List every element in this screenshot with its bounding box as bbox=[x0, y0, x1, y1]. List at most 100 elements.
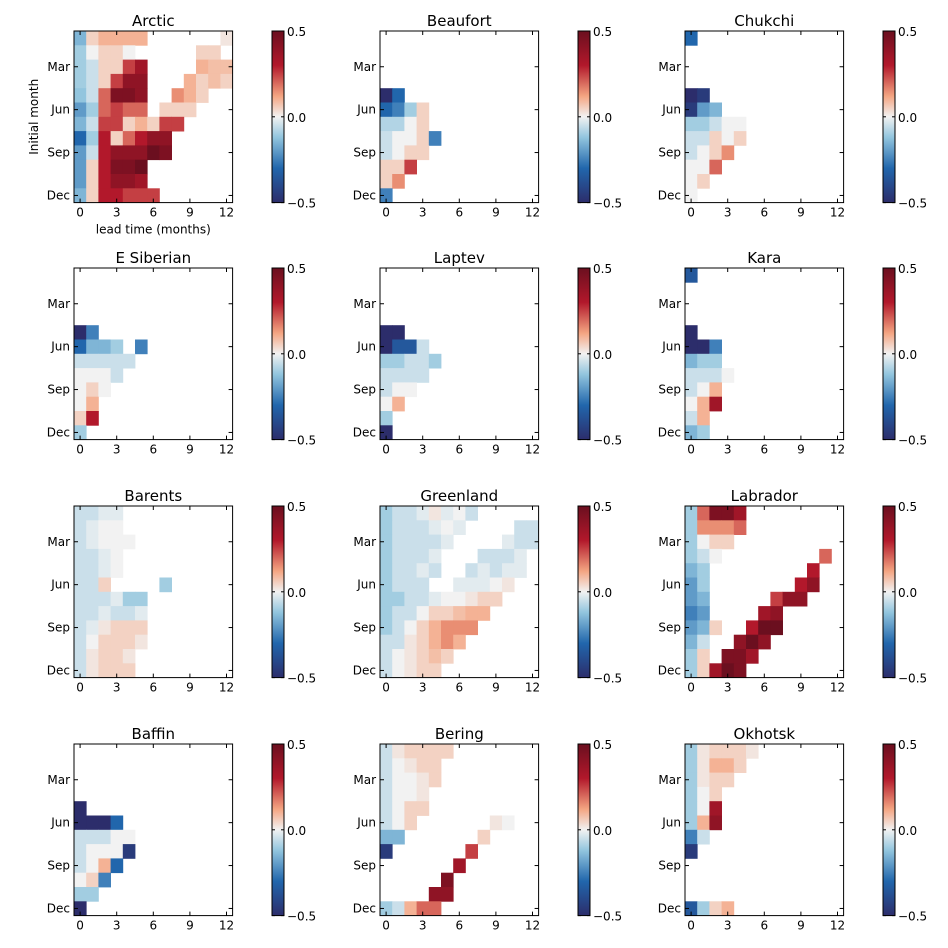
heatmap-cell bbox=[404, 368, 417, 383]
colorbar: 0.5 0.0 −0.5 bbox=[271, 25, 316, 211]
heatmap-cell bbox=[453, 506, 466, 521]
y-tick-label: Mar bbox=[47, 60, 70, 74]
heatmap-cell bbox=[110, 159, 124, 175]
panel-labrador: Labrador 0 3 6 9 12 Mar Jun Sep Dec 0.5 0.0 −0.5 bbox=[658, 487, 927, 695]
heatmap-cell bbox=[404, 758, 417, 773]
heatmap-cell bbox=[98, 174, 111, 189]
heatmap-cell bbox=[147, 116, 160, 132]
heatmap-cell bbox=[86, 59, 99, 75]
y-tick-label: Sep bbox=[353, 146, 376, 160]
heatmap-cell bbox=[709, 353, 722, 369]
heatmap-cell bbox=[502, 577, 515, 593]
heatmap-cell bbox=[709, 145, 722, 161]
heatmap-cell bbox=[441, 534, 454, 550]
heatmap-cell bbox=[74, 396, 87, 412]
heatmap-cell bbox=[86, 174, 99, 189]
y-tick-label: Sep bbox=[353, 621, 376, 635]
heatmap-cell bbox=[685, 520, 698, 535]
heatmap-cell bbox=[380, 506, 393, 521]
heatmap-cell bbox=[392, 634, 405, 650]
heatmap-cell bbox=[428, 887, 442, 902]
heatmap-cell bbox=[685, 772, 698, 788]
heatmap-cell bbox=[697, 411, 710, 426]
heatmap-cell bbox=[721, 145, 735, 161]
heatmap-cell bbox=[135, 59, 148, 75]
x-tick-label: 3 bbox=[724, 681, 732, 695]
heatmap-cell bbox=[135, 620, 148, 636]
heatmap-cell bbox=[86, 145, 99, 161]
heatmap-cell bbox=[98, 506, 111, 521]
heatmap-cell bbox=[685, 815, 698, 831]
heatmap-cell bbox=[122, 31, 136, 46]
panel-baffin: Baffin 0 3 6 9 12 Mar Jun Sep Dec 0.5 0.0 −0.5 bbox=[47, 725, 316, 933]
heatmap-cell bbox=[697, 382, 710, 398]
heatmap-cell bbox=[380, 786, 393, 802]
heatmap-cell bbox=[404, 548, 417, 564]
x-tick-label: 0 bbox=[382, 206, 390, 220]
heatmap-cell bbox=[465, 591, 478, 607]
heatmap-cell bbox=[733, 744, 747, 759]
heatmap-cell bbox=[183, 73, 197, 89]
heatmap-cell bbox=[428, 548, 442, 564]
heatmap-cell bbox=[392, 901, 405, 916]
heatmap-cell bbox=[110, 506, 124, 521]
y-tick-label: Sep bbox=[47, 621, 70, 635]
heatmap-cell bbox=[98, 339, 111, 355]
colorbar-tick-label: 0.0 bbox=[287, 111, 306, 125]
x-tick-label: 12 bbox=[830, 681, 845, 695]
heatmap-cell bbox=[685, 844, 698, 859]
heatmap-cell bbox=[428, 506, 442, 521]
y-tick-label: Dec bbox=[47, 188, 70, 202]
y-tick-label: Dec bbox=[47, 425, 70, 439]
x-tick-label: 0 bbox=[76, 681, 84, 695]
heatmap-cell bbox=[392, 520, 405, 535]
heatmap-cell bbox=[122, 116, 136, 132]
heatmap-cell bbox=[110, 591, 124, 607]
colorbar: 0.5 0.0 −0.5 bbox=[271, 500, 316, 686]
heatmap-cell bbox=[465, 844, 478, 859]
heatmap-cell bbox=[685, 325, 698, 340]
heatmap-cell bbox=[685, 268, 698, 283]
x-tick-label: 0 bbox=[687, 206, 695, 220]
heatmap-cell bbox=[74, 411, 87, 426]
heatmap-cell bbox=[685, 801, 698, 816]
heatmap-cell bbox=[110, 548, 124, 564]
x-tick-label: 3 bbox=[113, 206, 121, 220]
panel-chukchi: Chukchi 0 3 6 9 12 Mar Jun Sep Dec 0.5 0.0 −0.5 bbox=[658, 12, 927, 220]
heatmap-cell bbox=[404, 577, 417, 593]
colorbar-tick-label: −0.5 bbox=[593, 910, 622, 924]
panel-title: Chukchi bbox=[734, 12, 794, 30]
heatmap-cell bbox=[135, 159, 148, 175]
heatmap-cell bbox=[685, 382, 698, 398]
heatmap-cell bbox=[86, 606, 99, 621]
heatmap-cell bbox=[697, 901, 710, 916]
x-tick-label: 9 bbox=[492, 919, 500, 933]
colorbar-tick-label: 0.5 bbox=[593, 25, 612, 39]
heatmap-cell bbox=[697, 353, 710, 369]
x-tick-label: 9 bbox=[797, 681, 805, 695]
y-tick-label: Mar bbox=[353, 60, 376, 74]
heatmap-cell bbox=[441, 887, 454, 902]
heatmap-cell bbox=[122, 634, 136, 650]
heatmap-cell bbox=[709, 520, 722, 535]
heatmap-cell bbox=[514, 534, 527, 550]
heatmap-cell bbox=[404, 102, 417, 118]
heatmap-cell bbox=[709, 786, 722, 802]
heatmap-cell bbox=[697, 548, 710, 564]
heatmap-cell bbox=[453, 577, 466, 593]
heatmap-cell bbox=[685, 174, 698, 189]
heatmap-cell bbox=[122, 534, 136, 550]
heatmap-cell bbox=[98, 131, 111, 146]
colorbar-tick-label: 0.5 bbox=[898, 738, 917, 752]
heatmap-cell bbox=[392, 563, 405, 578]
heatmap-cell bbox=[404, 116, 417, 132]
y-tick-label: Sep bbox=[47, 859, 70, 873]
heatmap-cell bbox=[416, 102, 430, 118]
heatmap-cell bbox=[685, 534, 698, 550]
heatmap-cell bbox=[685, 116, 698, 132]
heatmap-cell bbox=[392, 591, 405, 607]
heatmap-cell bbox=[416, 131, 430, 146]
heatmap-cell bbox=[110, 563, 124, 578]
heatmap-cell bbox=[380, 649, 393, 664]
heatmap-cell bbox=[86, 634, 99, 650]
